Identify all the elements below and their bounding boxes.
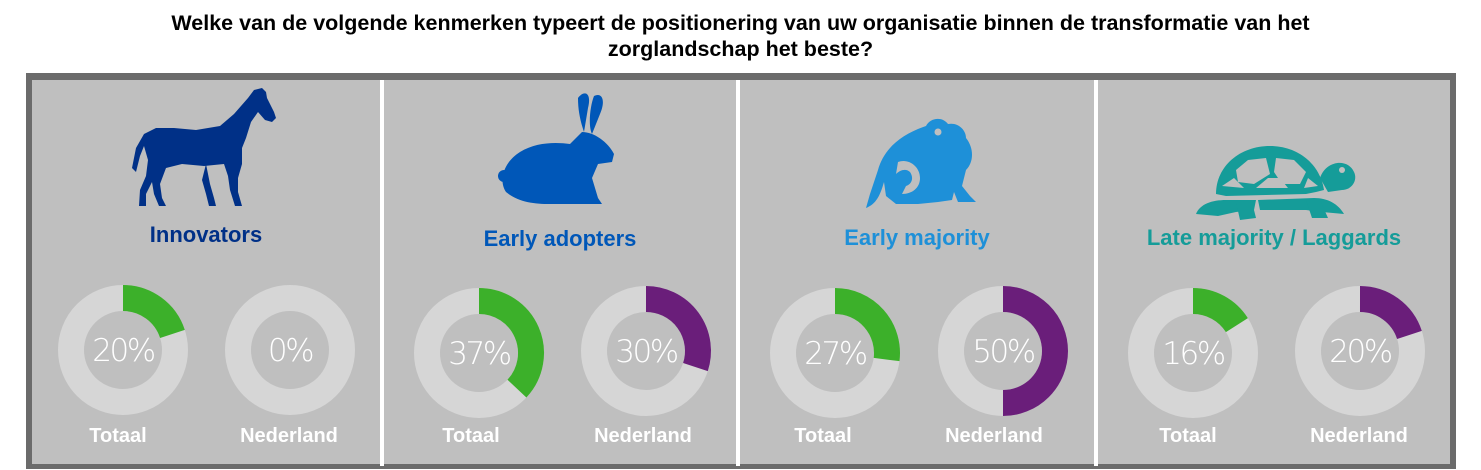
donut-late-majority-nederland: 20% — [1295, 286, 1425, 416]
series-label-totaal: Totaal — [442, 425, 500, 447]
donut-segment-totaal — [834, 288, 900, 362]
category-label-innovators: Innovators — [149, 222, 263, 247]
donut-early-majority-nederland: 50% — [938, 286, 1068, 416]
donut-early-adopters-totaal: 37% — [414, 288, 544, 418]
donut-early-majority-totaal: 27% — [770, 288, 900, 418]
donut-segment-totaal — [122, 285, 185, 339]
donut-value-label-totaal: 37% — [448, 336, 510, 372]
donut-value-label-nederland: 30% — [615, 334, 677, 370]
category-label-early-adopters: Early adopters — [483, 226, 637, 251]
donut-innovators-totaal: 20% — [58, 285, 188, 415]
category-label-early-majority: Early majority — [844, 225, 990, 250]
turtle-icon — [1196, 146, 1356, 220]
donut-value-label-totaal: 20% — [92, 333, 154, 369]
category-label-late-majority: Late majority / Laggards — [1146, 225, 1402, 250]
series-label-totaal: Totaal — [89, 425, 147, 447]
donut-segment-nederland — [1002, 286, 1068, 416]
series-label-nederland: Nederland — [594, 425, 692, 447]
donut-early-adopters-nederland: 30% — [581, 286, 711, 416]
rabbit-icon — [498, 93, 614, 204]
donut-late-majority-totaal: 16% — [1128, 288, 1258, 418]
panel-divider — [736, 80, 740, 466]
donut-segment-nederland — [1359, 286, 1422, 340]
chart-title-line-1: Welke van de volgende kenmerken typeert … — [171, 11, 1310, 35]
series-label-nederland: Nederland — [1310, 425, 1408, 447]
series-label-totaal: Totaal — [794, 425, 852, 447]
series-label-nederland: Nederland — [240, 425, 338, 447]
donut-segment-totaal — [1192, 288, 1248, 333]
donut-value-label-nederland: 20% — [1329, 334, 1391, 370]
chart-title-line-2: zorglandschap het beste? — [607, 37, 874, 61]
series-label-totaal: Totaal — [1159, 425, 1217, 447]
donut-value-label-nederland: 50% — [972, 334, 1034, 370]
donut-segment-nederland — [645, 286, 711, 372]
donut-value-label-nederland: 0% — [268, 333, 313, 369]
series-label-nederland: Nederland — [945, 425, 1043, 447]
donut-value-label-totaal: 16% — [1162, 336, 1224, 372]
chart-title: Welke van de volgende kenmerken typeert … — [0, 10, 1481, 62]
donut-track — [225, 285, 355, 415]
frog-icon — [866, 118, 976, 208]
horse-icon — [132, 88, 276, 206]
donut-segment-totaal — [478, 288, 544, 398]
donut-value-label-totaal: 27% — [804, 336, 866, 372]
panel-divider — [1094, 80, 1098, 466]
donut-innovators-nederland: 0% — [225, 285, 355, 415]
panel-divider — [380, 80, 384, 466]
